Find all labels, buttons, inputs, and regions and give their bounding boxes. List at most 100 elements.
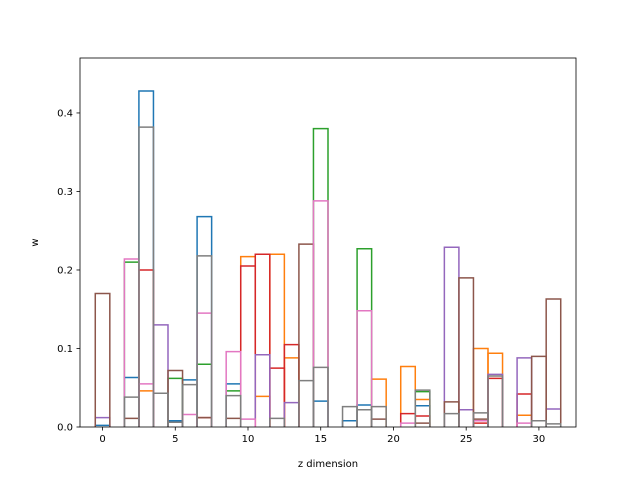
x-tick-label: 0 [99, 434, 105, 445]
histogram-bin [181, 379, 198, 427]
histogram-bin [414, 415, 431, 427]
histogram-bin [399, 365, 417, 427]
histogram-bin [370, 405, 387, 427]
histogram-bin [225, 417, 242, 427]
x-tick-label: 10 [242, 434, 255, 445]
histogram-bin [530, 355, 547, 427]
histogram-bin [516, 414, 533, 427]
histogram-bin [312, 400, 329, 427]
histogram-bin [472, 412, 489, 427]
histogram-bin [254, 395, 271, 427]
x-tick-label: 30 [533, 434, 546, 445]
histogram-bin [516, 357, 533, 427]
y-tick-label: 0.2 [57, 265, 73, 276]
y-tick-label: 0.4 [57, 108, 73, 119]
series-8 [123, 126, 562, 427]
histogram-bin [196, 416, 213, 427]
histogram-bin [356, 408, 373, 427]
histogram-bin [138, 126, 155, 427]
histogram-bin [487, 375, 504, 427]
histogram-bin [399, 412, 417, 427]
histogram-bin [225, 350, 242, 427]
histogram-bin [254, 354, 271, 427]
histogram-bin [225, 394, 242, 427]
histogram-bin [196, 255, 213, 427]
histogram-bin [283, 343, 300, 427]
histogram-bin [138, 90, 155, 427]
histogram-bin [356, 404, 373, 427]
histogram-bin [516, 393, 533, 427]
histogram-bin [472, 422, 489, 427]
histogram-bin [443, 246, 460, 427]
y-axis: 0.0 0.1 0.2 0.3 0.4 [57, 108, 80, 434]
histogram-bin [312, 127, 329, 427]
histogram-bin [516, 422, 533, 427]
histogram-bin [414, 389, 431, 427]
histogram-bin [123, 258, 140, 427]
histogram-bin [443, 401, 460, 427]
axes-frame [79, 57, 577, 428]
histogram-bin [472, 347, 489, 427]
histogram-bin [196, 312, 213, 427]
histogram-bin [181, 383, 198, 427]
histogram-bin [152, 392, 169, 427]
x-tick-label: 20 [387, 434, 400, 445]
histogram-bin [181, 413, 198, 427]
series-1 [94, 90, 431, 427]
histogram-bin [414, 390, 431, 427]
histogram-bin [312, 366, 329, 427]
histogram-bin [487, 373, 504, 427]
histogram-bin [269, 417, 286, 427]
histogram-bin [123, 261, 140, 427]
histogram-bin [443, 412, 460, 427]
histogram-bin [123, 376, 140, 427]
histogram-bin [472, 419, 489, 427]
x-tick-label: 15 [314, 434, 327, 445]
histogram-bin [283, 357, 300, 427]
histogram-bin [167, 377, 184, 427]
histogram-bin [138, 390, 155, 427]
x-axis: 0 5 10 15 20 25 30 [99, 427, 545, 445]
histogram-bin [254, 253, 271, 427]
histogram-bin [298, 243, 315, 427]
histogram-bin [399, 422, 417, 427]
histogram-bin [269, 253, 286, 427]
histogram-bin [530, 419, 547, 427]
plot-area [94, 90, 562, 427]
histogram-bin [167, 421, 184, 427]
histogram-bin [458, 277, 475, 427]
histogram-bin [138, 269, 155, 427]
histogram-bin [545, 423, 562, 427]
y-tick-label: 0.1 [57, 344, 73, 355]
histogram-bin [356, 248, 373, 427]
histogram-bin [341, 405, 358, 427]
x-axis-label: z dimension [298, 459, 358, 470]
histogram-bin [341, 419, 358, 427]
histogram-bin [312, 200, 329, 427]
histogram-bin [487, 352, 504, 427]
histogram-bin [487, 377, 504, 427]
histogram-bin [152, 324, 169, 427]
y-axis-label: w [30, 238, 41, 246]
histogram-bin [283, 401, 300, 427]
histogram-bin [123, 396, 140, 427]
x-tick-label: 5 [172, 434, 178, 445]
histogram-bin [239, 255, 257, 427]
series-3 [123, 127, 431, 427]
histogram-bin [414, 422, 431, 427]
histogram-bin [196, 215, 213, 427]
histogram-bin [458, 408, 475, 427]
y-tick-label: 0.0 [57, 423, 73, 434]
histogram-bin [239, 418, 257, 427]
x-tick-label: 25 [460, 434, 473, 445]
histogram-bin [298, 379, 315, 427]
histogram-bin [356, 310, 373, 427]
histogram-bin [545, 298, 562, 427]
y-tick-label: 0.3 [57, 187, 73, 198]
histogram-bin [370, 418, 387, 427]
histogram-bin [196, 416, 213, 427]
histogram-bin [123, 417, 140, 427]
histogram-bin [239, 265, 257, 427]
histogram-bin [94, 292, 111, 427]
